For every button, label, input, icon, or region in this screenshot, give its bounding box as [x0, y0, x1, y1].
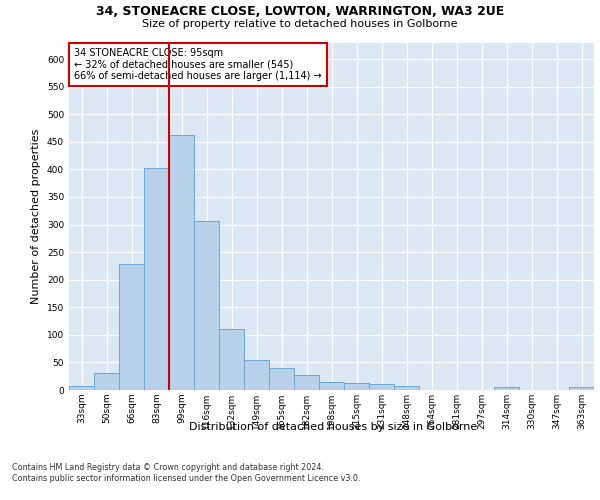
Bar	[144, 168, 169, 390]
Bar	[319, 382, 344, 390]
Text: Distribution of detached houses by size in Golborne: Distribution of detached houses by size …	[189, 422, 477, 432]
Bar	[244, 360, 269, 390]
Bar	[119, 264, 144, 390]
Bar	[94, 374, 119, 390]
Bar	[394, 386, 419, 390]
Bar	[294, 375, 319, 390]
Text: Contains public sector information licensed under the Open Government Licence v3: Contains public sector information licen…	[12, 474, 361, 483]
Text: 34 STONEACRE CLOSE: 95sqm
← 32% of detached houses are smaller (545)
66% of semi: 34 STONEACRE CLOSE: 95sqm ← 32% of detac…	[74, 48, 322, 81]
Text: Size of property relative to detached houses in Golborne: Size of property relative to detached ho…	[142, 19, 458, 29]
Bar	[269, 368, 294, 390]
Text: Contains HM Land Registry data © Crown copyright and database right 2024.: Contains HM Land Registry data © Crown c…	[12, 462, 324, 471]
Bar	[219, 330, 244, 390]
Bar	[494, 387, 519, 390]
Y-axis label: Number of detached properties: Number of detached properties	[31, 128, 41, 304]
Text: 34, STONEACRE CLOSE, LOWTON, WARRINGTON, WA3 2UE: 34, STONEACRE CLOSE, LOWTON, WARRINGTON,…	[96, 5, 504, 18]
Bar	[569, 387, 594, 390]
Bar	[69, 386, 94, 390]
Bar	[344, 384, 369, 390]
Bar	[169, 134, 194, 390]
Bar	[369, 384, 394, 390]
Bar	[194, 221, 219, 390]
